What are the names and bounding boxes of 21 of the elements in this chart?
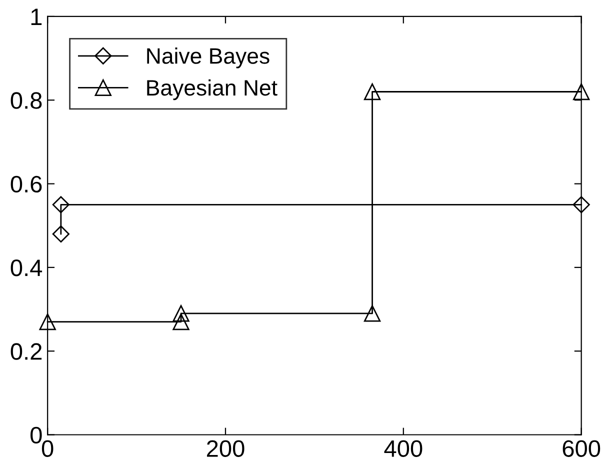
x-tick-label: 400 [384, 440, 422, 457]
y-tick-label: 0.4 [10, 260, 42, 276]
y-tick-label: 0.6 [10, 176, 42, 193]
y-tick-label: 0 [30, 426, 42, 444]
x-tick-label: 200 [206, 440, 244, 457]
point [172, 305, 190, 322]
point [364, 83, 381, 100]
legend-label: Naive Bayes [147, 48, 270, 68]
point [572, 196, 590, 214]
y-tick-label: 0.2 [10, 343, 42, 360]
y-tick-label: 1 [31, 8, 42, 26]
point [52, 225, 70, 243]
point [572, 83, 590, 100]
point [39, 313, 56, 330]
point [172, 313, 190, 330]
x-tick-label: 600 [562, 440, 600, 457]
x-tick-label: 0 [42, 440, 54, 457]
y-tick-label: 0.8 [10, 92, 42, 109]
point [364, 305, 381, 322]
legend-label: Bayesian Net [147, 79, 278, 100]
point [52, 196, 70, 214]
